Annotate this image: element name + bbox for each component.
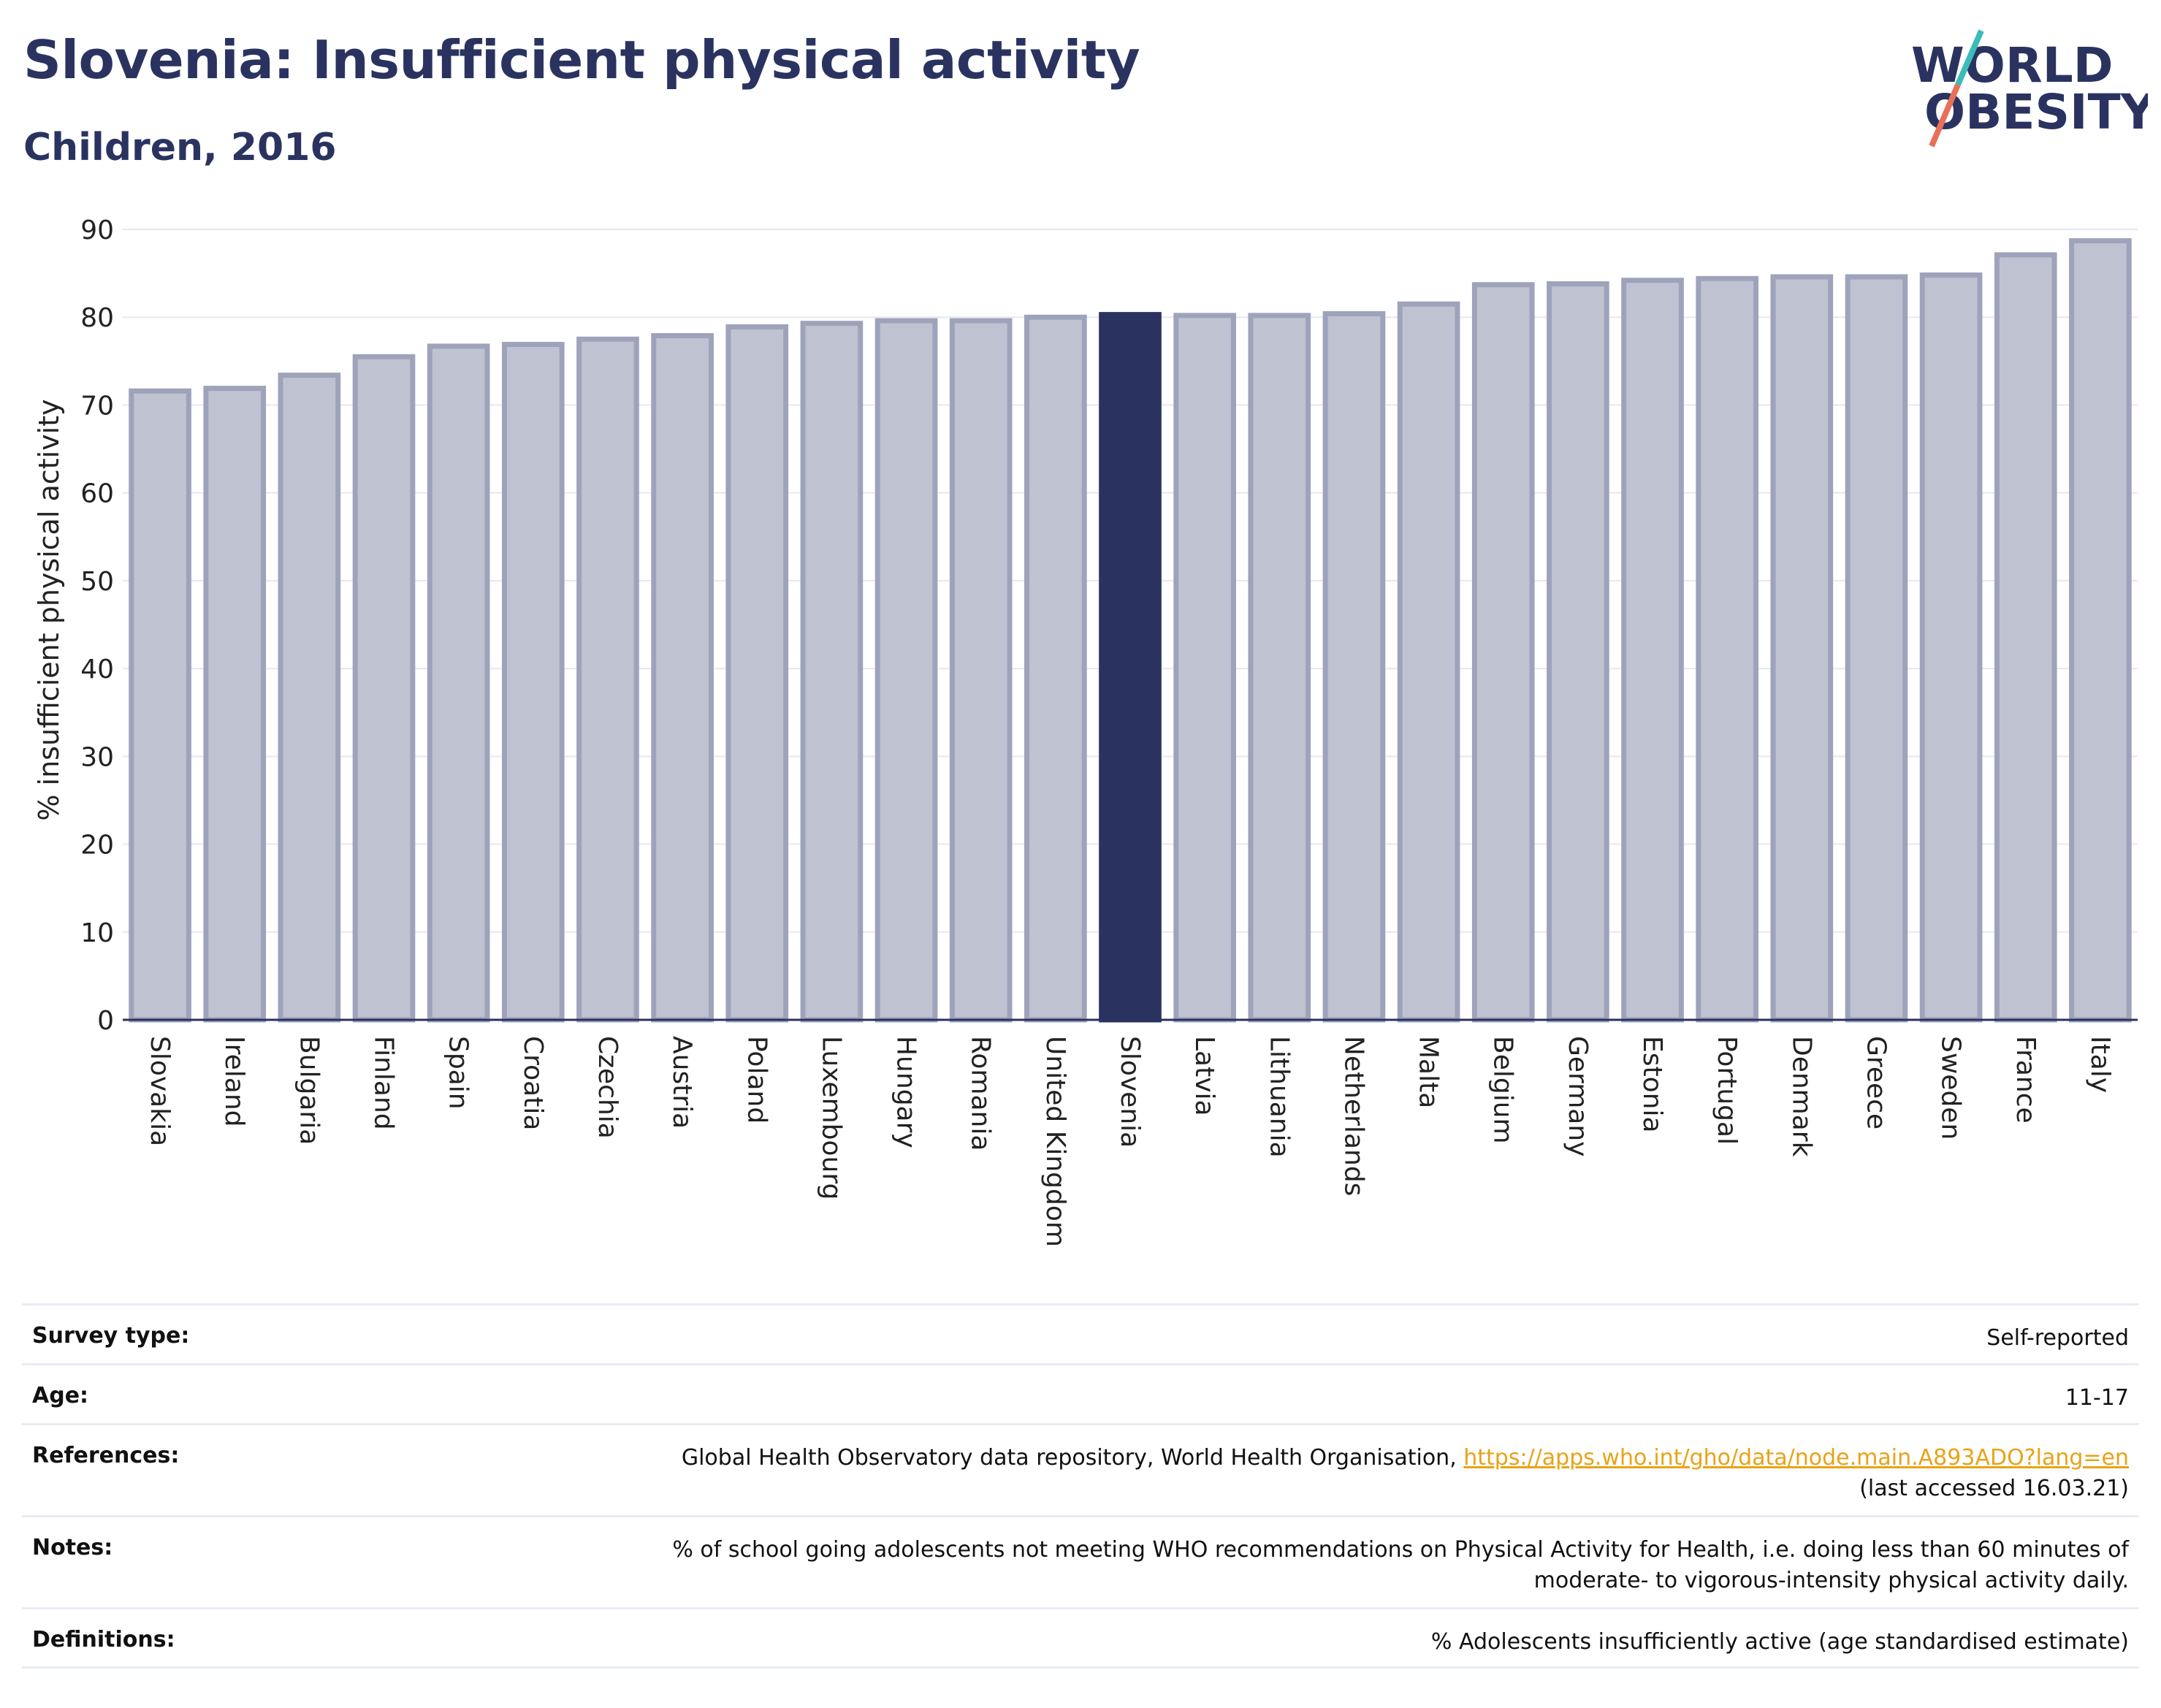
info-key: Age: bbox=[32, 1383, 89, 1408]
x-tick-label: Denmark bbox=[1786, 1036, 1816, 1157]
info-value: % Adolescents insufficiently active (age… bbox=[1430, 1629, 2129, 1655]
bar-slovakia bbox=[129, 388, 191, 1023]
y-axis-label: % insufficient physical activity bbox=[33, 399, 65, 821]
info-row-definitions: Definitions: % Adolescents insufficientl… bbox=[22, 1607, 2139, 1669]
reference-text: Global Health Observatory data repositor… bbox=[681, 1445, 1464, 1471]
x-tick-label: Spain bbox=[443, 1036, 473, 1110]
x-tick-label: Croatia bbox=[518, 1036, 548, 1130]
notes-line-1: % of school going adolescents not meetin… bbox=[672, 1537, 2129, 1563]
x-tick-label: Austria bbox=[667, 1036, 697, 1129]
bar-slovenia bbox=[1099, 312, 1162, 1023]
bar-denmark bbox=[1770, 274, 1834, 1023]
x-tick-label: Finland bbox=[369, 1036, 399, 1130]
info-row-notes: Notes: % of school going adolescents not… bbox=[22, 1515, 2139, 1607]
x-tick-label: Poland bbox=[742, 1036, 771, 1124]
reference-link[interactable]: https://apps.who.int/gho/data/node.main.… bbox=[1463, 1445, 2129, 1471]
bar-estonia bbox=[1621, 278, 1684, 1023]
bar-united-kingdom bbox=[1024, 314, 1087, 1023]
y-tick-label: 90 bbox=[80, 216, 114, 245]
y-tick-label: 60 bbox=[80, 479, 114, 509]
svg-text:OBESITY: OBESITY bbox=[1924, 84, 2148, 140]
bar-spain bbox=[427, 343, 490, 1023]
y-tick-label: 70 bbox=[80, 391, 114, 421]
x-tick-label: Ireland bbox=[219, 1036, 249, 1127]
x-tick-label: Luxembourg bbox=[816, 1036, 846, 1200]
bar-germany bbox=[1547, 281, 1609, 1023]
x-tick-label: Czechia bbox=[592, 1036, 622, 1139]
bar-luxembourg bbox=[800, 321, 864, 1023]
y-tick-label: 80 bbox=[80, 303, 114, 333]
bar-france bbox=[1994, 252, 2057, 1023]
x-tick-label: Lithuania bbox=[1264, 1036, 1294, 1158]
bar-chart: 0 10 20 30 40 50 60 70 80 90 Slovakia Ireland Bulga… bbox=[80, 216, 2138, 1247]
bar-poland bbox=[725, 324, 789, 1023]
x-tick-label: Malta bbox=[1414, 1036, 1444, 1108]
bar-latvia bbox=[1173, 313, 1236, 1023]
x-tick-label: Sweden bbox=[1936, 1036, 1966, 1140]
y-tick-label: 30 bbox=[80, 742, 114, 772]
x-tick-label: United Kingdom bbox=[1040, 1036, 1070, 1247]
info-value: Self-reported bbox=[1986, 1325, 2129, 1351]
bar-sweden bbox=[1919, 272, 1983, 1023]
bar-portugal bbox=[1696, 275, 1759, 1023]
bar-czechia bbox=[576, 336, 639, 1023]
x-tick-label: Italy bbox=[2085, 1036, 2115, 1093]
y-axis-ticks: 0 10 20 30 40 50 60 70 80 90 bbox=[80, 216, 114, 1036]
x-tick-label: Greece bbox=[1861, 1036, 1891, 1129]
page-subtitle: Children, 2016 bbox=[23, 126, 337, 169]
y-tick-label: 20 bbox=[80, 831, 114, 861]
y-tick-label: 40 bbox=[80, 655, 114, 685]
bar-finland bbox=[352, 354, 416, 1023]
info-value: % of school going adolescents not meetin… bbox=[672, 1535, 2129, 1596]
world-obesity-logo: WORLD OBESITY bbox=[1911, 29, 2148, 148]
bar-austria bbox=[651, 332, 714, 1023]
bar-greece bbox=[1845, 274, 1908, 1023]
x-axis-labels: Slovakia Ireland Bulgaria Finland Spain Croat… bbox=[145, 1036, 2115, 1247]
x-tick-label: Latvia bbox=[1189, 1036, 1219, 1116]
bar-italy bbox=[2069, 238, 2132, 1023]
bar-romania bbox=[949, 318, 1013, 1023]
info-key: References: bbox=[32, 1443, 180, 1468]
bar-netherlands bbox=[1322, 310, 1386, 1023]
x-tick-label: Netherlands bbox=[1338, 1036, 1368, 1196]
y-tick-label: 50 bbox=[80, 567, 114, 597]
x-tick-label: Bulgaria bbox=[294, 1036, 324, 1145]
y-tick-label: 10 bbox=[80, 918, 114, 948]
y-tick-label: 0 bbox=[97, 1006, 114, 1036]
svg-text:WORLD: WORLD bbox=[1911, 37, 2114, 94]
bar-lithuania bbox=[1248, 313, 1311, 1023]
bars bbox=[129, 238, 2132, 1023]
bar-bulgaria bbox=[278, 373, 341, 1023]
info-value: 11-17 bbox=[2065, 1385, 2129, 1411]
x-tick-label: Belgium bbox=[1488, 1036, 1518, 1144]
info-table: Survey type: Self-reported Age: 11-17 Re… bbox=[22, 1303, 2139, 1669]
x-tick-label: Estonia bbox=[1637, 1036, 1667, 1133]
info-value: Global Health Observatory data repositor… bbox=[682, 1443, 2129, 1504]
notes-line-2: moderate- to vigorous-intensity physical… bbox=[1533, 1568, 2129, 1593]
x-tick-label: France bbox=[2011, 1036, 2040, 1124]
x-tick-label: Portugal bbox=[1712, 1036, 1742, 1145]
bar-hungary bbox=[874, 318, 938, 1023]
info-row-references: References: Global Health Observatory da… bbox=[22, 1423, 2139, 1515]
bar-belgium bbox=[1471, 282, 1535, 1023]
x-tick-label: Romania bbox=[966, 1036, 996, 1151]
info-key: Survey type: bbox=[32, 1323, 190, 1349]
x-tick-label: Slovakia bbox=[145, 1036, 175, 1146]
reference-accessed: (last accessed 16.03.21) bbox=[1859, 1476, 2129, 1501]
bar-malta bbox=[1397, 301, 1460, 1023]
info-key: Notes: bbox=[32, 1535, 113, 1560]
page-title: Slovenia: Insufficient physical activity bbox=[23, 29, 1140, 91]
x-tick-label: Hungary bbox=[891, 1036, 921, 1148]
x-tick-label: Slovenia bbox=[1115, 1036, 1145, 1148]
bar-ireland bbox=[203, 386, 267, 1023]
x-tick-label: Germany bbox=[1563, 1036, 1593, 1156]
info-row-age: Age: 11-17 bbox=[22, 1363, 2139, 1423]
info-row-survey-type: Survey type: Self-reported bbox=[22, 1303, 2139, 1363]
info-key: Definitions: bbox=[32, 1627, 175, 1652]
bar-croatia bbox=[501, 341, 565, 1023]
